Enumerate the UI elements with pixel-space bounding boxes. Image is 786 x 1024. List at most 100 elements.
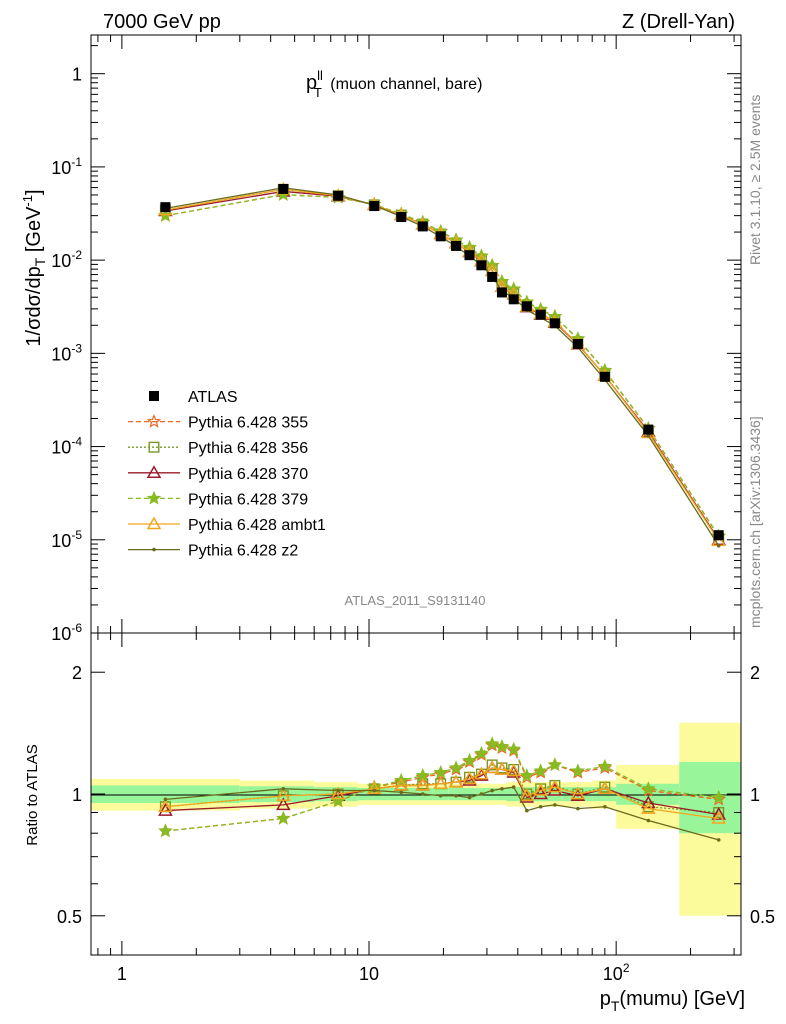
x-tick-label: 102 [603, 961, 630, 984]
legend-marker [146, 465, 162, 479]
ratio-point [603, 804, 607, 809]
atlas-data-point [521, 301, 532, 312]
legend-entry: Pythia 6.428 355 [128, 414, 308, 432]
atlas-data-point [435, 231, 446, 242]
ratio-point [462, 752, 477, 767]
ratio-point [158, 799, 173, 813]
y-tick-label: 1 [72, 65, 82, 85]
atlas-data-point [535, 309, 546, 320]
legend-label: Pythia 6.428 356 [188, 440, 308, 457]
ratio-point [474, 766, 489, 780]
ratio-point [366, 781, 382, 795]
x-axis-label: pT(mumu) [GeV] [600, 988, 745, 1014]
main-line-379 [165, 193, 720, 537]
mcplots-label: mcplots.cern.ch [arXiv:1306.3436] [747, 416, 763, 628]
y-tick-label: 10-4 [51, 435, 82, 458]
main-line-356 [165, 188, 720, 540]
ratio-point [438, 793, 443, 798]
ratio-point [500, 787, 504, 791]
legend-entry: Pythia 6.428 379 [128, 490, 308, 508]
ratio-point [716, 838, 721, 842]
legend-entry: Pythia 6.428 ambt1 [128, 516, 326, 534]
legend-marker [149, 391, 159, 401]
main-line-355 [165, 193, 720, 537]
ratio-point [158, 823, 173, 838]
atlas-data-point [160, 202, 171, 213]
y-axis-label-ratio: Ratio to ATLAS [24, 744, 41, 845]
ratio-point [448, 760, 464, 775]
ratio-series [158, 736, 727, 842]
atlas-data-point [496, 287, 507, 298]
atlas-data-point [643, 424, 654, 435]
ratio-point [393, 777, 409, 791]
ratio-point [570, 788, 586, 802]
main-series [158, 181, 727, 548]
legend-entry: Pythia 6.428 370 [128, 465, 308, 483]
legend-marker [146, 516, 162, 530]
legend-label: Pythia 6.428 379 [188, 491, 308, 508]
legend-entry: ATLAS [149, 389, 238, 406]
axis-ticks: 1 10 102 10-6 10-5 10-4 10-3 10-2 10-1 1 0.5 0.5 1 1 2… [51, 35, 775, 984]
ratio-point [454, 793, 458, 798]
ratio-point [570, 786, 586, 800]
header-right: Z (Drell-Yan) [622, 11, 735, 33]
legend-entry: Pythia 6.428 356 [128, 440, 308, 457]
ratio-point [433, 776, 448, 790]
band-inner-bin [506, 787, 521, 802]
legend-label: Pythia 6.428 ambt1 [188, 517, 326, 534]
ratio-point [641, 781, 656, 795]
band-inner-bin [388, 787, 413, 801]
ratio-point [533, 786, 548, 800]
atlas-data-point [333, 190, 344, 201]
ratio-point [163, 797, 168, 802]
atlas-data-point [599, 371, 610, 382]
ratio-y-tick-label-right: 2 [750, 663, 760, 683]
legend-label: Pythia 6.428 z2 [188, 543, 298, 560]
ratio-point [276, 797, 291, 811]
ratio-point [415, 777, 431, 791]
ratio-point [494, 738, 510, 753]
ratio-point [484, 760, 500, 774]
atlas-data-point [508, 294, 519, 305]
ratio-y-tick-label-right: 1 [750, 785, 760, 805]
ratio-point [641, 801, 656, 814]
atlas-data-point [417, 221, 428, 232]
legend-label: Pythia 6.428 370 [188, 466, 308, 483]
legend-marker [152, 547, 156, 552]
plot-title: pll T (muon channel, bare) [306, 68, 482, 100]
x-tick-label: 1 [117, 964, 127, 984]
ratio-y-tick-label: 1 [72, 785, 82, 805]
ratio-point [467, 795, 472, 800]
ratio-point [547, 757, 563, 772]
y-axis-label-main: 1/σdσ/dpT [GeV-1] [20, 189, 48, 346]
y-tick-label: 10-1 [51, 155, 82, 178]
ratio-point [490, 788, 494, 793]
main-line-ambt1 [165, 188, 720, 542]
ratio-point [506, 765, 522, 778]
ratio-point [711, 789, 726, 804]
main-point [716, 543, 721, 548]
ratio-point [399, 790, 404, 795]
ratio-point [547, 783, 563, 796]
ratio-point [479, 792, 484, 796]
ratio-point [420, 792, 425, 796]
legend-label: Pythia 6.428 355 [188, 415, 308, 432]
ratio-line-z2 [165, 786, 719, 841]
analysis-watermark: ATLAS_2011_S9131140 [345, 593, 486, 608]
band-inner-bin [91, 785, 240, 804]
atlas-data-point [369, 201, 380, 212]
ratio-point [519, 788, 535, 802]
header-left: 7000 GeV pp [103, 11, 221, 33]
ratio-point [511, 785, 516, 789]
ratio-series-z2 [163, 785, 721, 842]
ratio-point [462, 771, 477, 785]
y-tick-label: 10-5 [51, 528, 82, 551]
ratio-point [646, 818, 651, 823]
main-series-355 [158, 187, 726, 543]
main-line-370 [165, 190, 720, 541]
ratio-point [474, 745, 489, 760]
ratio-series-ambt1 [158, 760, 727, 824]
ratio-point [570, 763, 586, 778]
atlas-data-point [476, 260, 487, 271]
atlas-data-point [572, 338, 583, 349]
